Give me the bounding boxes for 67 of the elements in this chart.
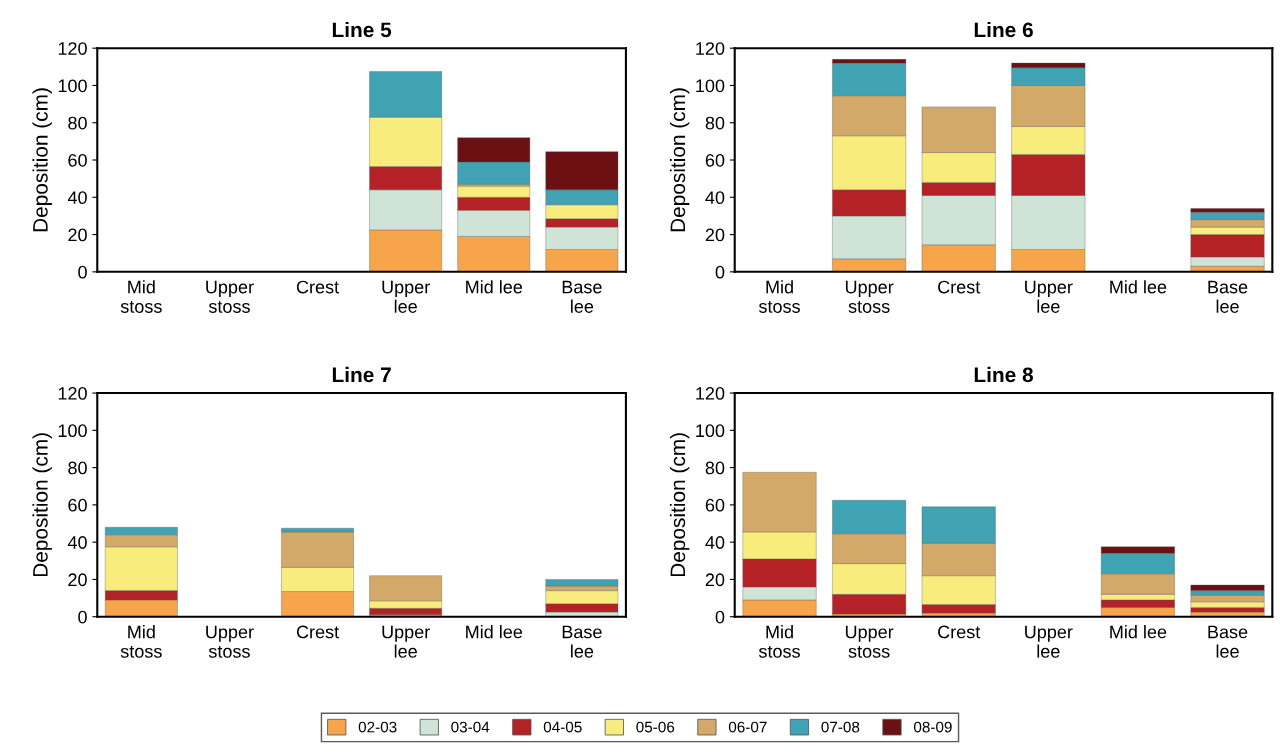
legend-label: 06-07 xyxy=(728,721,767,733)
y-tick-label: 0 xyxy=(715,265,725,279)
y-tick-label: 20 xyxy=(68,573,87,587)
y-tick-label: 60 xyxy=(68,498,87,512)
y-tick-label: 40 xyxy=(67,536,87,549)
y-tick-label: 80 xyxy=(705,116,725,130)
y-tick-label: 20 xyxy=(705,228,725,242)
y-tick-label: 0 xyxy=(78,265,87,279)
x-tick-label: Mid stoss xyxy=(120,280,162,313)
x-tick-label: Upper stoss xyxy=(206,625,254,658)
y-tick-label: 20 xyxy=(68,228,87,242)
y-axis-title: Deposition (cm) xyxy=(669,433,690,577)
x-tick-label: Crest xyxy=(296,280,339,294)
x-tick-label: Upper stoss xyxy=(845,280,894,313)
y-tick-label: 120 xyxy=(696,387,725,400)
legend-label: 08-09 xyxy=(913,721,952,733)
chart-title: Line 6 xyxy=(974,21,1033,38)
y-axis-title: Deposition (cm) xyxy=(32,433,52,577)
y-tick-label: 0 xyxy=(78,610,87,624)
x-tick-label: Upper lee xyxy=(382,280,430,313)
x-tick-label: Base lee xyxy=(1208,625,1248,658)
y-tick-label: 60 xyxy=(705,153,725,167)
x-tick-label: Crest xyxy=(296,625,339,639)
x-tick-label: Upper lee xyxy=(1025,625,1073,658)
legend-label: 03-04 xyxy=(451,721,490,733)
x-tick-label: Upper lee xyxy=(1025,280,1073,313)
chart-title: Line 5 xyxy=(332,21,392,38)
y-tick-label: 60 xyxy=(705,498,725,512)
legend-label: 02-03 xyxy=(358,721,397,733)
x-tick-label: Mid lee xyxy=(466,625,523,639)
x-tick-label: Mid stoss xyxy=(758,280,800,313)
chart-title: Line 8 xyxy=(974,366,1033,383)
y-tick-label: 100 xyxy=(696,79,725,93)
y-axis-title: Deposition (cm) xyxy=(32,88,52,232)
chart-title: Line 7 xyxy=(332,366,391,383)
x-tick-label: Base lee xyxy=(562,280,602,313)
y-tick-label: 120 xyxy=(58,42,87,55)
y-tick-label: 80 xyxy=(705,461,725,475)
legend-label: 05-06 xyxy=(636,721,675,733)
x-tick-label: Crest xyxy=(938,625,981,639)
x-tick-label: Mid lee xyxy=(466,280,523,294)
x-tick-label: Upper lee xyxy=(382,625,430,658)
x-tick-label: Mid lee xyxy=(1110,280,1167,294)
y-tick-label: 100 xyxy=(696,424,725,438)
y-tick-label: 40 xyxy=(67,191,87,205)
x-tick-label: Mid stoss xyxy=(120,625,162,658)
y-tick-label: 100 xyxy=(58,424,87,438)
y-tick-label: 120 xyxy=(696,42,725,55)
y-tick-label: 60 xyxy=(68,153,87,167)
x-tick-label: Base lee xyxy=(562,625,602,658)
y-tick-label: 40 xyxy=(705,536,725,549)
x-tick-label: Mid stoss xyxy=(758,625,800,658)
legend-label: 07-08 xyxy=(821,721,860,733)
x-tick-label: Upper stoss xyxy=(206,280,254,313)
y-tick-label: 80 xyxy=(68,461,87,475)
y-axis-title: Deposition (cm) xyxy=(669,88,690,232)
y-tick-label: 20 xyxy=(705,573,725,587)
legend-label: 04-05 xyxy=(543,721,582,733)
x-tick-label: Crest xyxy=(938,280,981,294)
x-tick-label: Upper stoss xyxy=(845,625,894,658)
x-tick-label: Base lee xyxy=(1208,280,1248,313)
y-tick-label: 100 xyxy=(58,79,87,93)
y-tick-label: 120 xyxy=(58,387,87,400)
y-tick-label: 40 xyxy=(705,191,725,205)
y-tick-label: 80 xyxy=(68,116,87,130)
x-tick-label: Mid lee xyxy=(1110,625,1167,639)
y-tick-label: 0 xyxy=(715,610,725,624)
